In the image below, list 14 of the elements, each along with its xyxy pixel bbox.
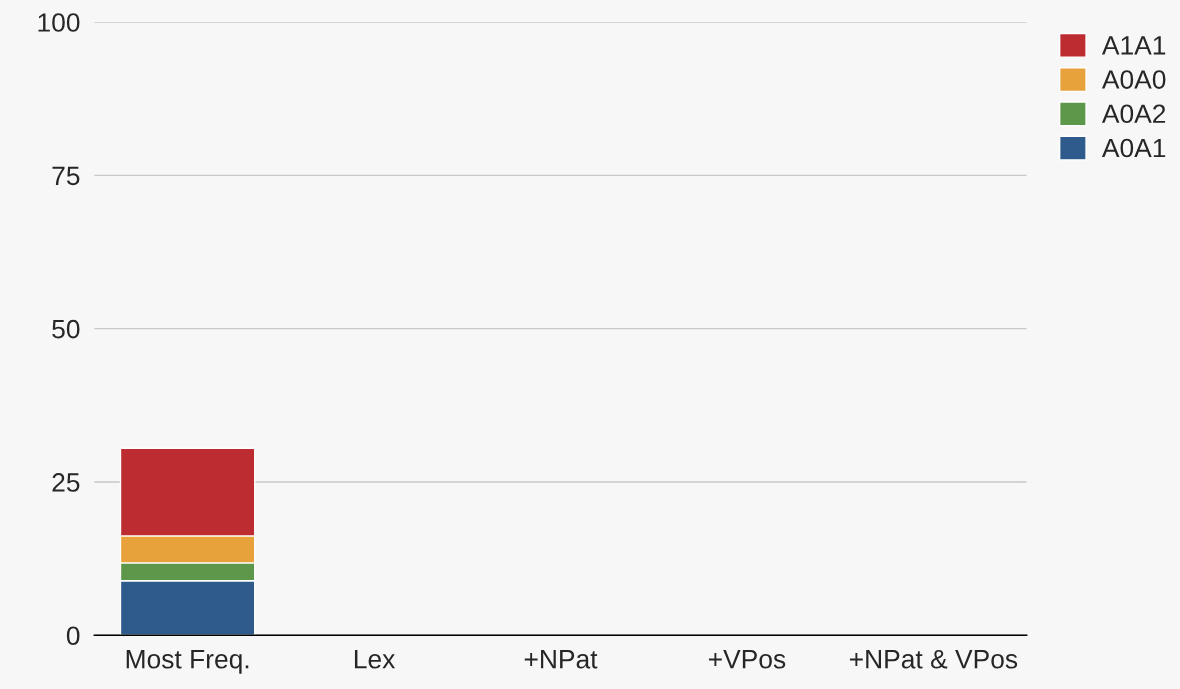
x-tick-label: +VPos: [708, 650, 786, 669]
legend-label: A0A2: [1101, 104, 1166, 124]
x-tick-label: Lex: [354, 650, 396, 669]
y-tick-label: 0: [66, 626, 80, 646]
legend-label: A1A1: [1101, 36, 1166, 55]
legend-label: A0A0: [1101, 70, 1166, 89]
y-tick-label: 25: [52, 473, 80, 492]
legend-label: A0A1: [1101, 138, 1166, 158]
x-tick-label: Most Freq.: [126, 650, 249, 674]
y-tick-label: 100: [38, 13, 80, 32]
x-tick-label: +NPat & VPos: [849, 650, 1018, 669]
x-tick-label: +NPat: [524, 650, 598, 669]
y-tick-label: 75: [52, 166, 80, 186]
y-tick-label: 50: [52, 319, 80, 339]
